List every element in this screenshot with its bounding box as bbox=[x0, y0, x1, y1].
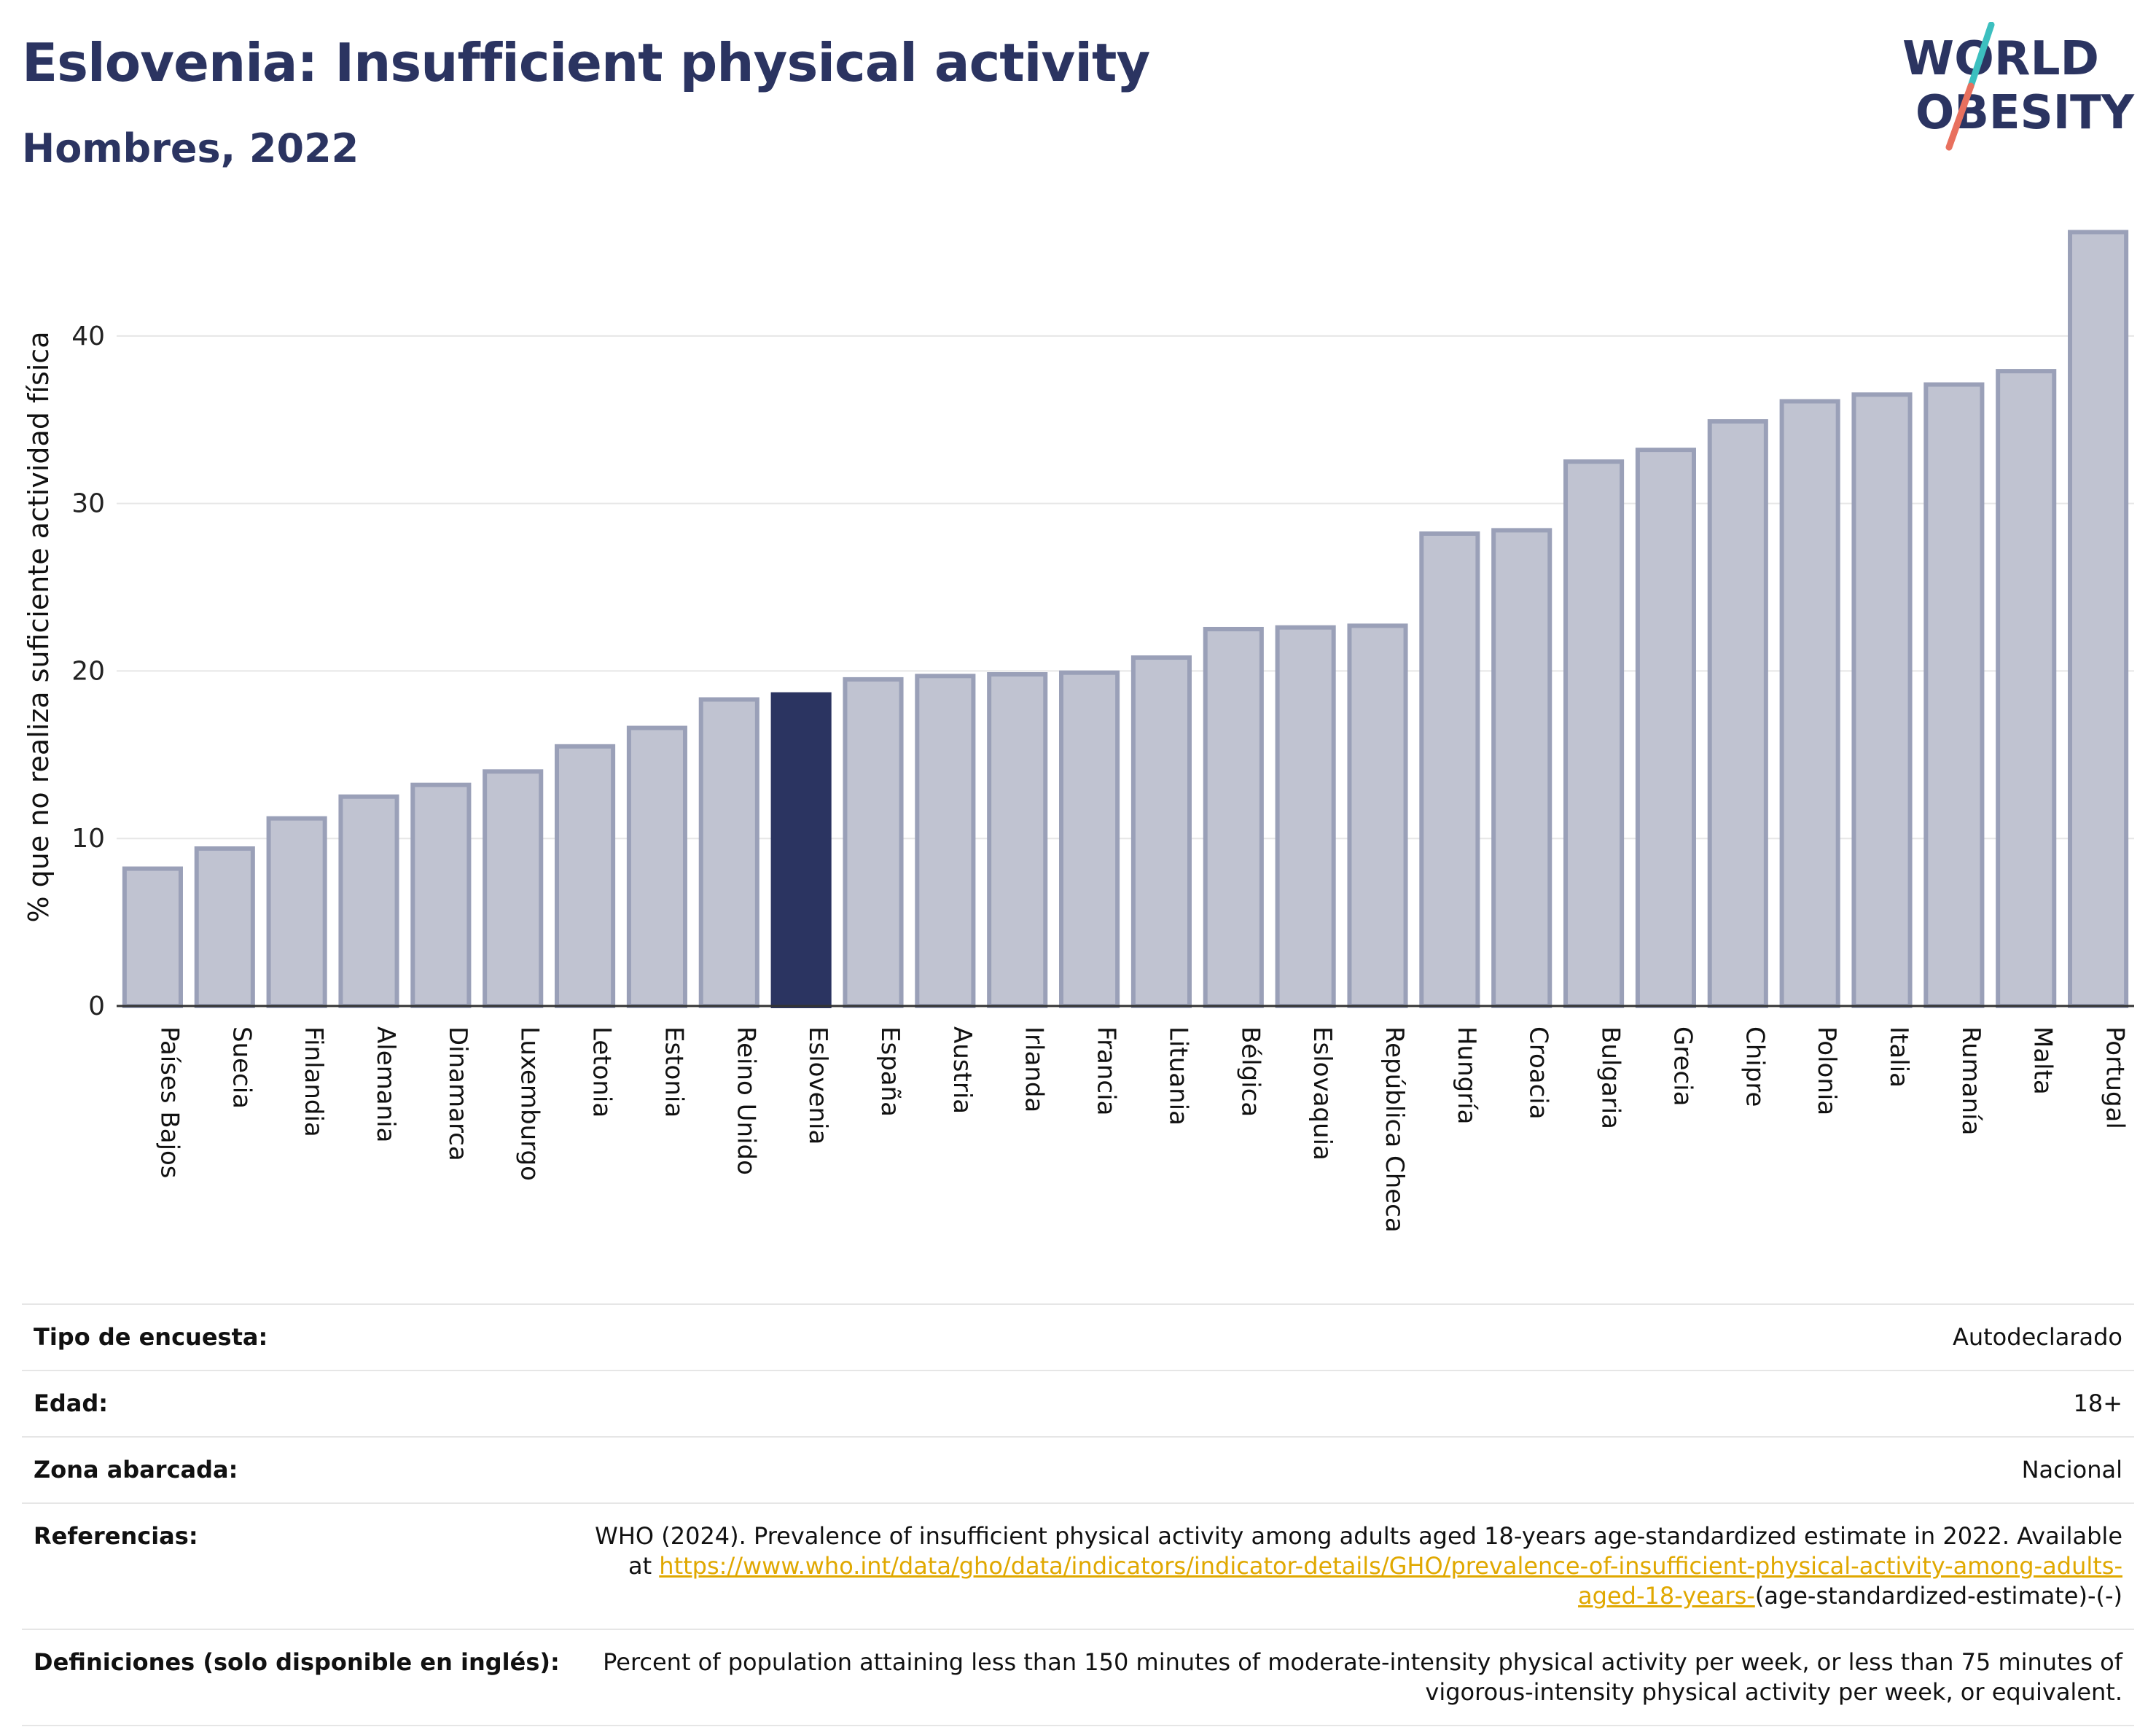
bar-suecia[interactable] bbox=[194, 846, 255, 1008]
bar-eslovaquia[interactable] bbox=[1275, 625, 1336, 1008]
area-label: Zona abarcada: bbox=[22, 1436, 571, 1504]
y-tick-label: 20 bbox=[71, 656, 105, 686]
x-tick-label: Irlanda bbox=[1020, 1026, 1049, 1112]
metadata-table: Tipo de encuesta: Autodeclarado Edad: 18… bbox=[22, 1303, 2134, 1726]
bar-portugal[interactable] bbox=[2068, 230, 2129, 1009]
logo-slash-teal bbox=[1967, 22, 1995, 90]
meta-row-definitions: Definiciones (solo disponible en inglés)… bbox=[22, 1629, 2134, 1726]
x-tick-label: Suecia bbox=[227, 1026, 256, 1109]
x-tick-label: Croacia bbox=[1524, 1026, 1553, 1120]
bar-finlandia[interactable] bbox=[266, 816, 327, 1008]
logo-word-world: WORLD bbox=[1902, 32, 2099, 86]
bar-rumanía[interactable] bbox=[1923, 382, 1985, 1008]
x-tick-label: Rumanía bbox=[1956, 1026, 1985, 1135]
x-tick-label: Lituania bbox=[1163, 1026, 1192, 1126]
definitions-value: Percent of population attaining less tha… bbox=[571, 1629, 2134, 1726]
bar-países-bajos[interactable] bbox=[122, 866, 183, 1008]
page-subtitle: Hombres, 2022 bbox=[22, 125, 359, 171]
bar-estonia[interactable] bbox=[626, 725, 687, 1008]
x-tick-label: Eslovenia bbox=[803, 1026, 832, 1145]
bar-hungría[interactable] bbox=[1419, 531, 1480, 1008]
x-tick-label: Reino Unido bbox=[731, 1026, 760, 1175]
bar-letonia[interactable] bbox=[555, 744, 616, 1008]
bar-francia[interactable] bbox=[1059, 670, 1120, 1008]
bar-croacia[interactable] bbox=[1491, 528, 1552, 1008]
bar-lituania[interactable] bbox=[1130, 655, 1192, 1008]
survey-type-value: Autodeclarado bbox=[571, 1303, 2134, 1371]
x-tick-label: Portugal bbox=[2101, 1026, 2130, 1129]
x-tick-label: República Checa bbox=[1380, 1026, 1409, 1233]
bar-grecia[interactable] bbox=[1635, 448, 1696, 1008]
definitions-label: Definiciones (solo disponible en inglés)… bbox=[22, 1629, 571, 1726]
x-tick-label: Grecia bbox=[1668, 1026, 1697, 1106]
bar-república-checa[interactable] bbox=[1347, 623, 1408, 1008]
page-title: Eslovenia: Insufficient physical activit… bbox=[22, 32, 1150, 93]
bar-polonia[interactable] bbox=[1779, 399, 1840, 1008]
y-axis-ticks: 0 10 20 30 40 bbox=[71, 321, 105, 1021]
bars bbox=[122, 230, 2129, 1009]
x-tick-label: Francia bbox=[1092, 1026, 1121, 1115]
bar-eslovenia[interactable] bbox=[770, 692, 832, 1009]
bar-malta[interactable] bbox=[1996, 369, 2057, 1008]
references-label: Referencias: bbox=[22, 1502, 571, 1630]
x-tick-label: Finlandia bbox=[299, 1026, 328, 1137]
bar-irlanda[interactable] bbox=[987, 672, 1048, 1009]
x-tick-label: Eslovaquia bbox=[1308, 1026, 1337, 1161]
y-axis-label: % que no realiza suficiente actividad fí… bbox=[23, 332, 55, 923]
x-tick-label: Italia bbox=[1884, 1026, 1913, 1088]
world-obesity-logo[interactable]: WORLD OBESITY bbox=[1895, 22, 2143, 153]
x-tick-label: Polonia bbox=[1812, 1026, 1841, 1115]
bar-dinamarca[interactable] bbox=[410, 782, 472, 1009]
x-tick-label: España bbox=[875, 1026, 905, 1117]
y-tick-label: 0 bbox=[88, 991, 105, 1021]
x-tick-label: Bélgica bbox=[1235, 1026, 1265, 1117]
references-value: WHO (2024). Prevalence of insufficient p… bbox=[571, 1502, 2134, 1630]
bar-alemania[interactable] bbox=[338, 794, 399, 1009]
bar-reino-unido[interactable] bbox=[698, 697, 759, 1009]
bar-chart: 0 10 20 30 40 Países Bajos Suecia Finlandia Ale… bbox=[23, 230, 2134, 1233]
x-tick-label: Malta bbox=[2028, 1026, 2058, 1095]
x-tick-label: Bulgaria bbox=[1596, 1026, 1625, 1129]
meta-row-references: Referencias: WHO (2024). Prevalence of i… bbox=[22, 1502, 2134, 1630]
x-tick-label: Países Bajos bbox=[155, 1026, 184, 1179]
x-axis-ticks: Países Bajos Suecia Finlandia Alemania Dinam… bbox=[155, 1026, 2129, 1233]
references-suffix: (age-standardized-estimate)-(-) bbox=[1754, 1582, 2122, 1610]
references-text: WHO (2024). Prevalence of insufficient p… bbox=[595, 1522, 2122, 1580]
meta-row-age: Edad: 18+ bbox=[22, 1370, 2134, 1438]
meta-row-area: Zona abarcada: Nacional bbox=[22, 1436, 2134, 1504]
y-tick-label: 40 bbox=[71, 321, 105, 351]
y-tick-label: 10 bbox=[71, 824, 105, 854]
x-tick-label: Alemania bbox=[371, 1026, 400, 1142]
area-value: Nacional bbox=[571, 1436, 2134, 1504]
bar-italia[interactable] bbox=[1851, 392, 1913, 1008]
bar-chipre[interactable] bbox=[1707, 419, 1768, 1008]
x-tick-label: Hungría bbox=[1452, 1026, 1481, 1125]
x-tick-label: Chipre bbox=[1740, 1026, 1769, 1107]
age-label: Edad: bbox=[22, 1370, 571, 1438]
x-tick-label: Letonia bbox=[587, 1026, 617, 1118]
bar-luxemburgo[interactable] bbox=[483, 769, 544, 1008]
x-tick-label: Dinamarca bbox=[443, 1026, 472, 1161]
survey-type-label: Tipo de encuesta: bbox=[22, 1303, 571, 1371]
x-tick-label: Luxemburgo bbox=[515, 1026, 544, 1181]
bar-austria[interactable] bbox=[915, 674, 976, 1008]
bar-bélgica[interactable] bbox=[1203, 626, 1264, 1008]
bar-españa[interactable] bbox=[843, 677, 904, 1009]
references-link[interactable]: https://www.who.int/data/gho/data/indica… bbox=[659, 1552, 2122, 1610]
y-tick-label: 30 bbox=[71, 489, 105, 519]
logo-slash-coral bbox=[1945, 82, 1975, 151]
age-value: 18+ bbox=[571, 1370, 2134, 1438]
bar-bulgaria[interactable] bbox=[1563, 459, 1625, 1008]
x-tick-label: Austria bbox=[948, 1026, 977, 1114]
x-tick-label: Estonia bbox=[659, 1026, 688, 1118]
meta-row-survey: Tipo de encuesta: Autodeclarado bbox=[22, 1303, 2134, 1371]
